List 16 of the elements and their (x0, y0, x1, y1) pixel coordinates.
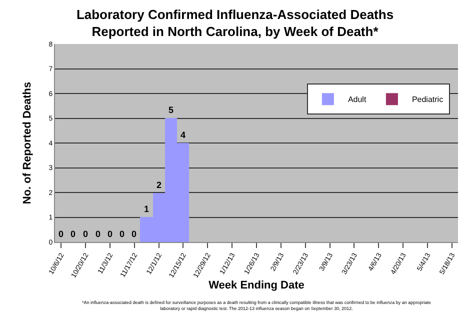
data-label: 1 (144, 204, 150, 214)
data-label: 0 (119, 229, 125, 239)
data-label: 0 (131, 229, 137, 239)
data-label: 0 (82, 229, 88, 239)
data-label: 0 (58, 229, 64, 239)
data-label: 0 (70, 229, 76, 239)
legend-label: Adult (348, 95, 367, 104)
chart-title: Laboratory Confirmed Influenza-Associated Deaths Reported in North Carolina, by Week of Death* (76, 7, 394, 40)
data-label: 4 (180, 130, 186, 140)
data-label: 5 (168, 105, 174, 115)
data-label: 0 (95, 229, 101, 239)
y-axis-title: No. of Reported Deaths (21, 82, 34, 204)
data-label: 2 (156, 180, 162, 190)
legend-label: Pediatric (412, 95, 444, 104)
data-label: 0 (107, 229, 113, 239)
x-axis-title: Week Ending Date (208, 279, 304, 292)
